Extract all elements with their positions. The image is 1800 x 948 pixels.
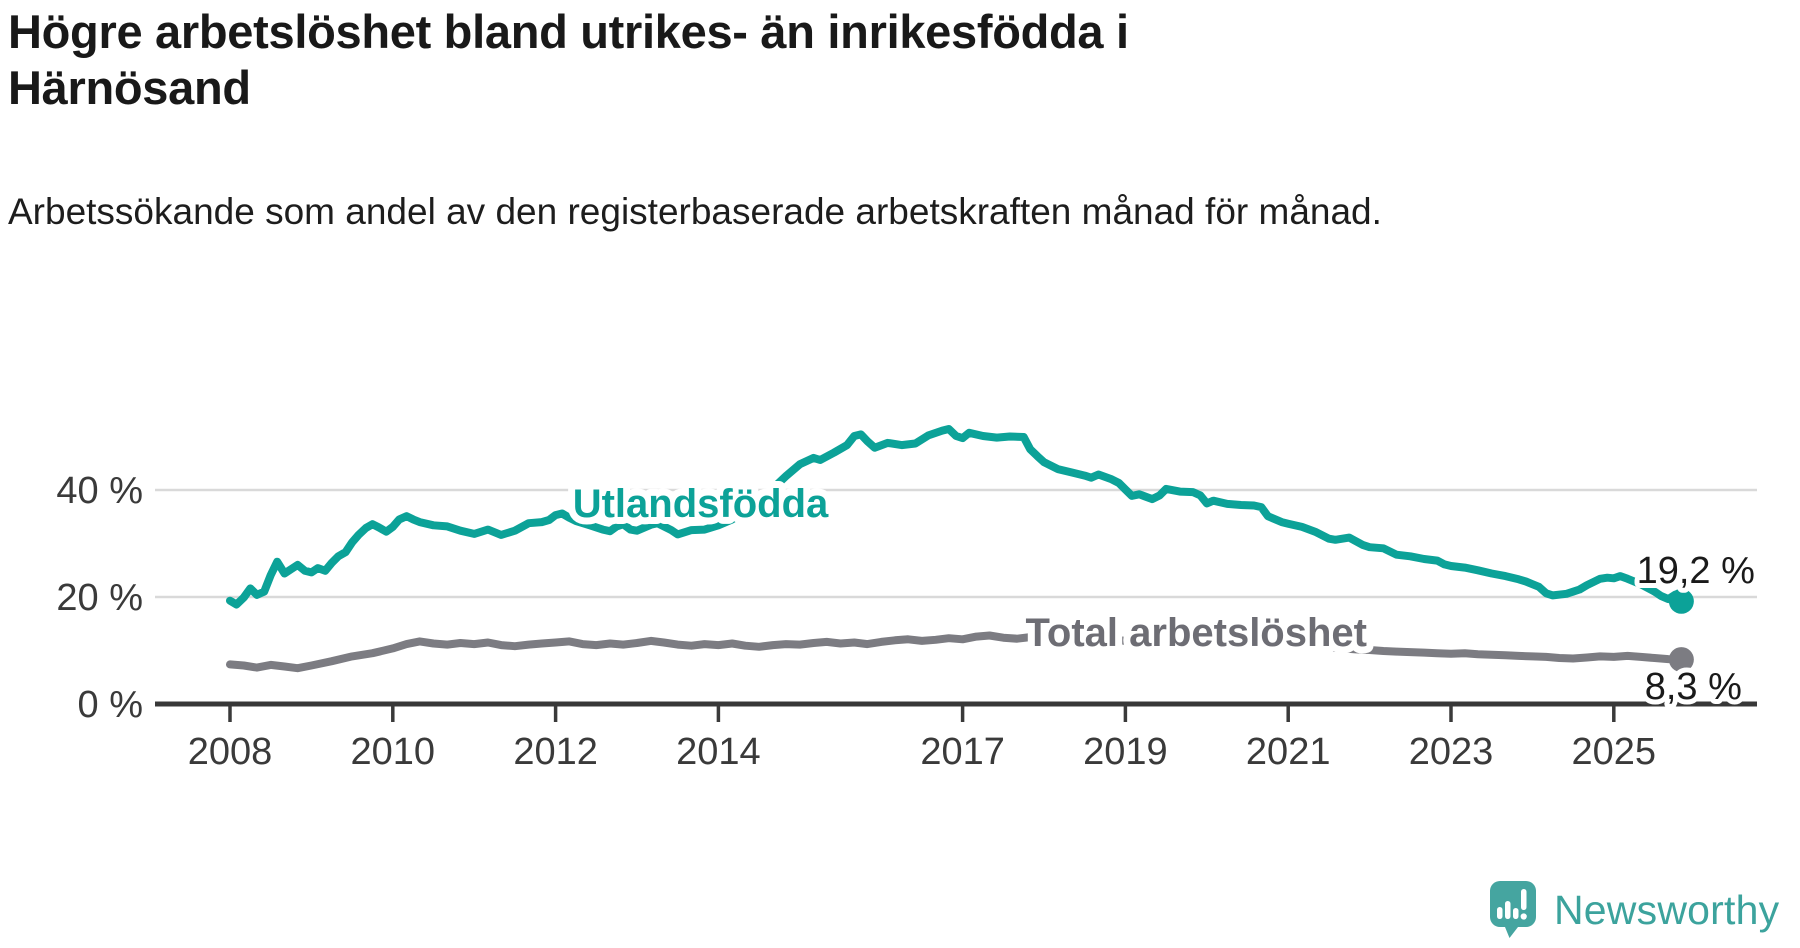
bar-1 [1497, 907, 1503, 919]
series-end-value-total-arbetsl-shet: 8,3 % [1645, 666, 1742, 708]
chart-subtitle: Arbetssökande som andel av den registerb… [8, 191, 1382, 232]
bar-3 [1513, 908, 1519, 919]
bar-2 [1505, 901, 1511, 919]
y-axis-tick-label: 20 % [56, 577, 143, 619]
y-axis-tick-label: 0 % [78, 684, 143, 726]
x-axis-tick-label: 2025 [1572, 731, 1657, 773]
newsworthy-logo: Newsworthy [1488, 880, 1779, 940]
x-axis-tick-label: 2012 [513, 731, 598, 773]
series-end-dot-utlandsf-dda [1668, 588, 1694, 614]
x-axis-tick-label: 2019 [1083, 731, 1168, 773]
x-axis-tick-label: 2014 [676, 731, 761, 773]
series-end-value-utlandsf-dda: 19,2 % [1637, 550, 1755, 592]
newsworthy-bubble-chart-icon [1490, 881, 1536, 938]
exclamation-dot [1520, 913, 1527, 920]
x-axis-tick-label: 2021 [1246, 731, 1331, 773]
x-axis-tick-label: 2017 [920, 731, 1005, 773]
x-axis-tick-label: 2010 [351, 731, 436, 773]
x-axis-tick-label: 2023 [1409, 731, 1494, 773]
series-end-dot-total-arbetsl-shet [1668, 647, 1694, 673]
newsworthy-wordmark: Newsworthy [1554, 886, 1780, 933]
series-line-utlandsf-dda [226, 425, 1686, 609]
x-axis-tick-label: 2008 [188, 731, 273, 773]
series-label-utlandsf-dda: Utlandsfödda [573, 482, 829, 526]
series-line-total-arbetsl-shet [226, 631, 1686, 673]
speech-bubble-shape [1490, 881, 1536, 938]
y-axis-tick-label: 40 % [56, 470, 143, 512]
chart-title: Högre arbetslöshet bland utrikes- än inr… [8, 5, 1129, 115]
series-label-total-arbetsl-shet: Total arbetslöshet [1025, 611, 1367, 655]
exclamation-bar [1521, 889, 1527, 910]
